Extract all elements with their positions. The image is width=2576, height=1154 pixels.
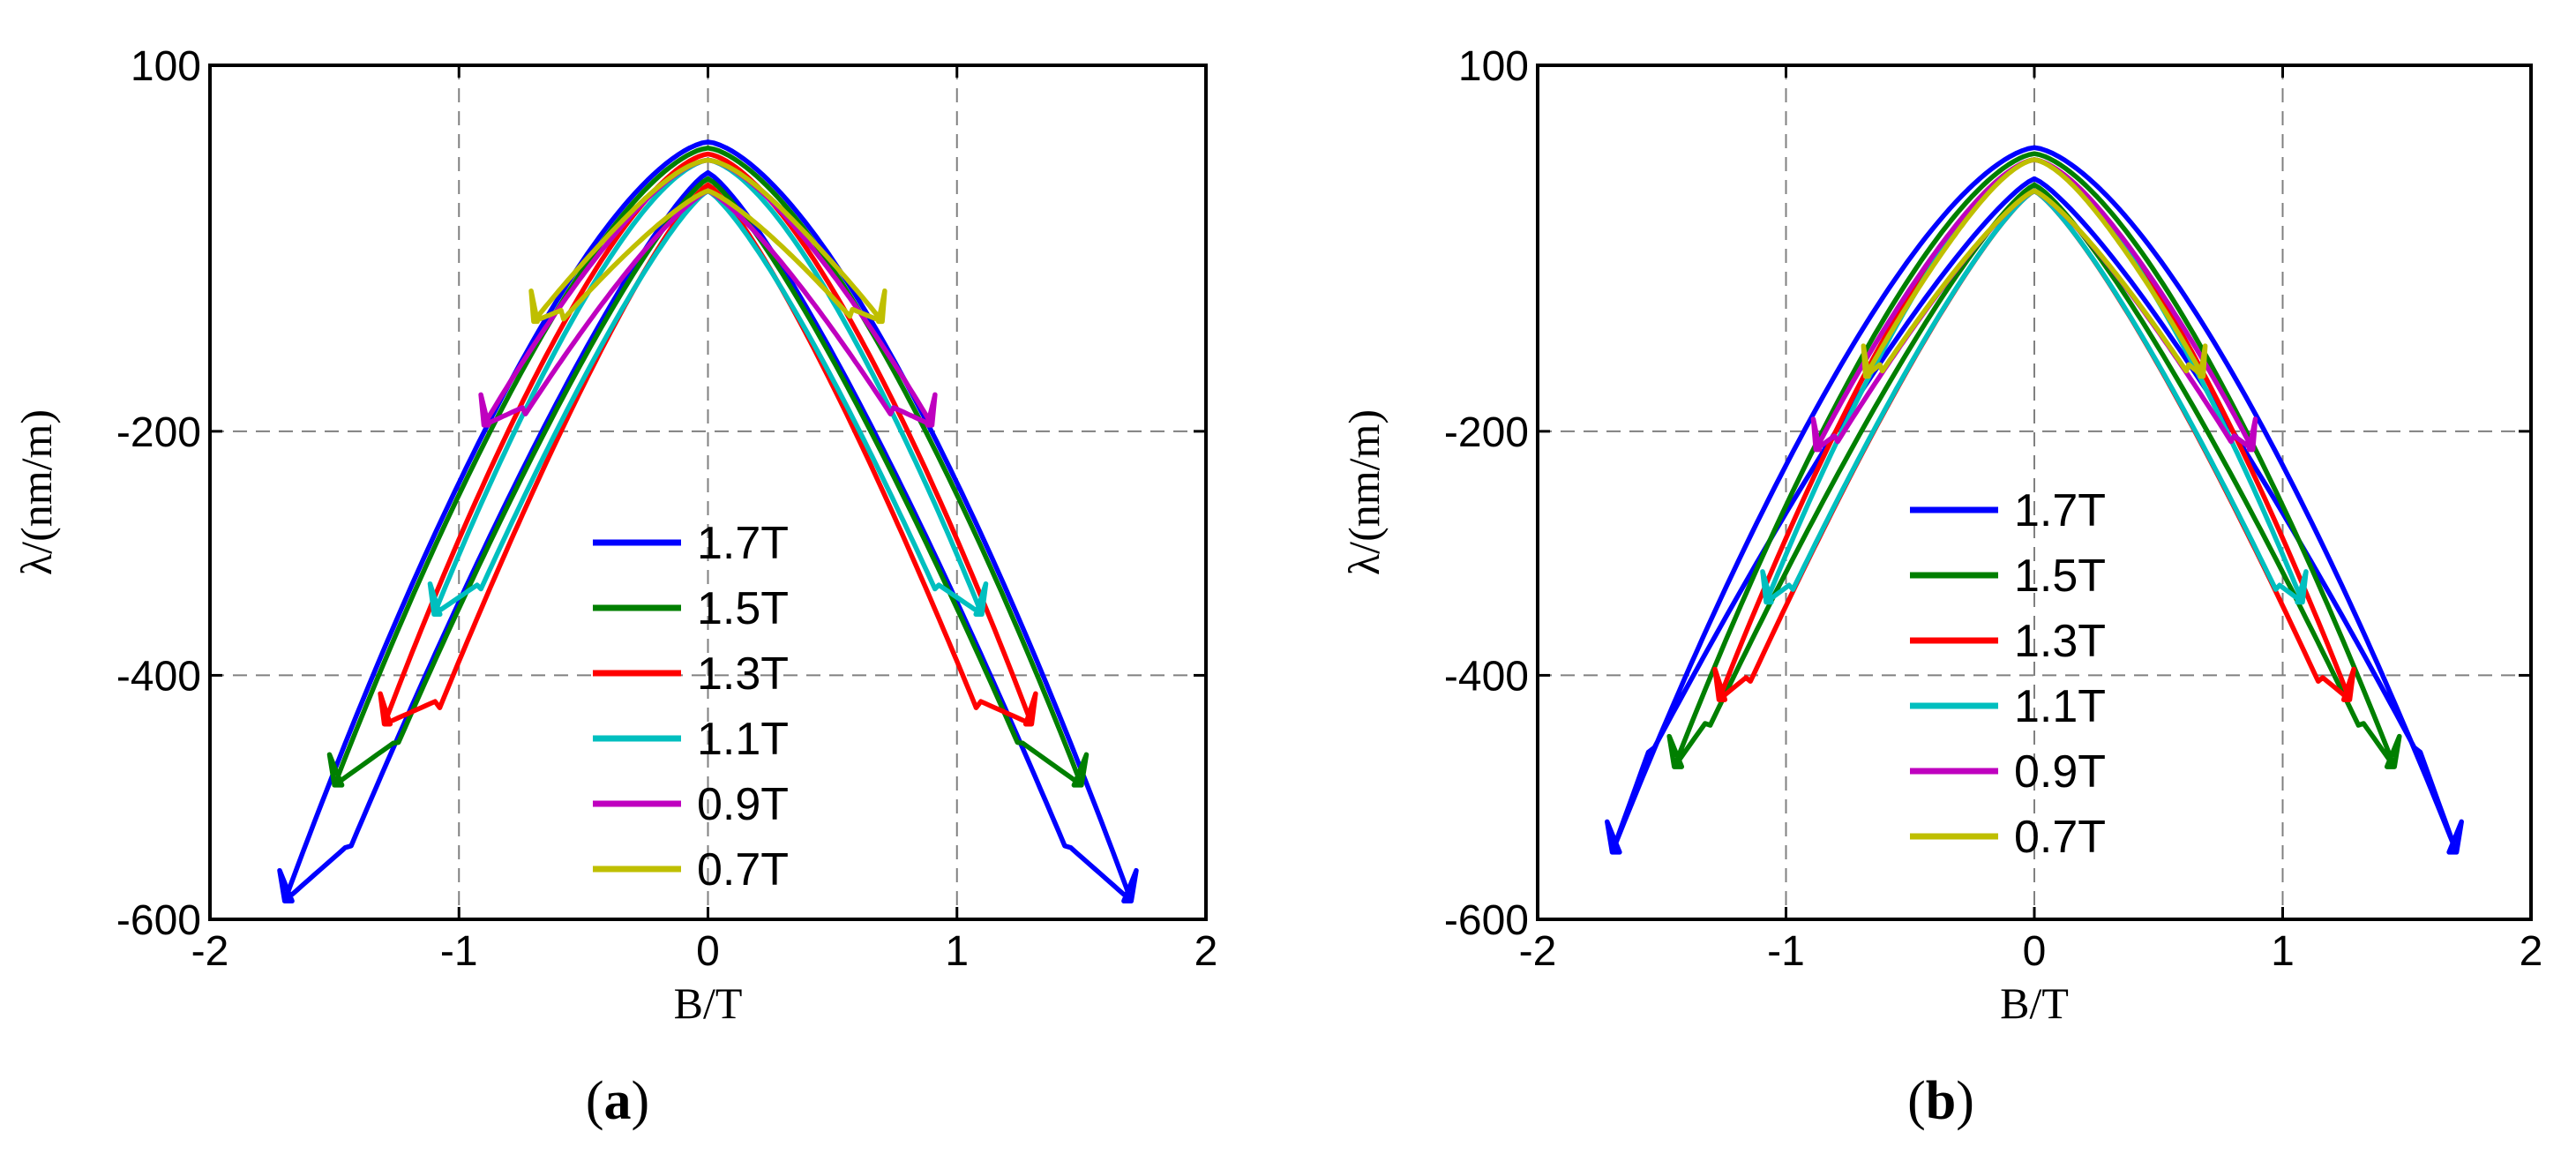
legend: 1.7T 1.5T 1.3T 1.1T 0.9T 0.7T (593, 518, 789, 895)
x-axis-label: B/T (674, 978, 743, 1028)
y-tick-label: -600 (116, 897, 201, 944)
legend-label: 1.3T (2014, 616, 2106, 667)
y-tick-label: 100 (131, 43, 201, 90)
legend-label: 1.1T (697, 714, 789, 765)
x-tick-label: 0 (2023, 928, 2047, 975)
series-line-0.9T (478, 157, 938, 428)
legend-label: 0.7T (2014, 812, 2106, 863)
legend-label: 1.3T (697, 648, 789, 700)
x-axis-label: B/T (2000, 978, 2069, 1028)
series-line-0.7T (1861, 157, 2208, 379)
series-line-0.7T (528, 157, 887, 325)
x-tick-label: 1 (945, 928, 969, 975)
series-line-1.5T (1666, 151, 2402, 769)
x-tick-label: -2 (1519, 928, 1557, 975)
series-line-1.5T (326, 146, 1090, 788)
y-axis-label: λ/(nm/m) (1339, 409, 1389, 575)
x-tick-label: 2 (1194, 928, 1218, 975)
legend-label: 1.5T (2014, 551, 2106, 602)
series-line-1.7T (1605, 145, 2464, 855)
chart-panel-b: -2 -1 0 1 2 100 -200 -400 -600 B/T λ/(nm/m) 1.7T 1.5… (1339, 43, 2542, 1131)
legend-label: 1.5T (697, 583, 789, 634)
chart-panel-a: -2 -1 0 1 2 100 -200 -400 -600 B/T λ/(nm/m) 1.7T 1.5… (11, 43, 1217, 1131)
legend: 1.7T 1.5T 1.3T 1.1T 0.9T 0.7T (1910, 485, 2106, 863)
y-tick-label: -400 (116, 653, 201, 700)
y-tick-label: 100 (1458, 43, 1529, 90)
legend-label: 0.7T (697, 844, 789, 895)
legend-label: 1.7T (697, 518, 789, 569)
legend-label: 0.9T (2014, 746, 2106, 798)
legend-label: 1.1T (2014, 681, 2106, 732)
x-tick-label: 0 (696, 928, 720, 975)
panel-label: (a) (586, 1071, 649, 1131)
legend-label: 1.7T (2014, 485, 2106, 536)
x-tick-label: -2 (191, 928, 229, 975)
x-tick-label: -1 (440, 928, 478, 975)
y-tick-label: -200 (1444, 409, 1529, 456)
series-line-1.1T (427, 157, 989, 618)
y-tick-label: -200 (116, 409, 201, 456)
series-group (1605, 145, 2464, 855)
y-tick-label: -400 (1444, 653, 1529, 700)
x-tick-label: 1 (2271, 928, 2295, 975)
legend-label: 0.9T (697, 779, 789, 830)
panel-label: (b) (1907, 1071, 1974, 1131)
x-tick-label: -1 (1767, 928, 1805, 975)
y-axis-label: λ/(nm/m) (11, 409, 61, 575)
series-group (277, 139, 1139, 904)
x-tick-label: 2 (2520, 928, 2543, 975)
series-line-1.3T (378, 151, 1038, 727)
y-tick-label: -600 (1444, 897, 1529, 944)
